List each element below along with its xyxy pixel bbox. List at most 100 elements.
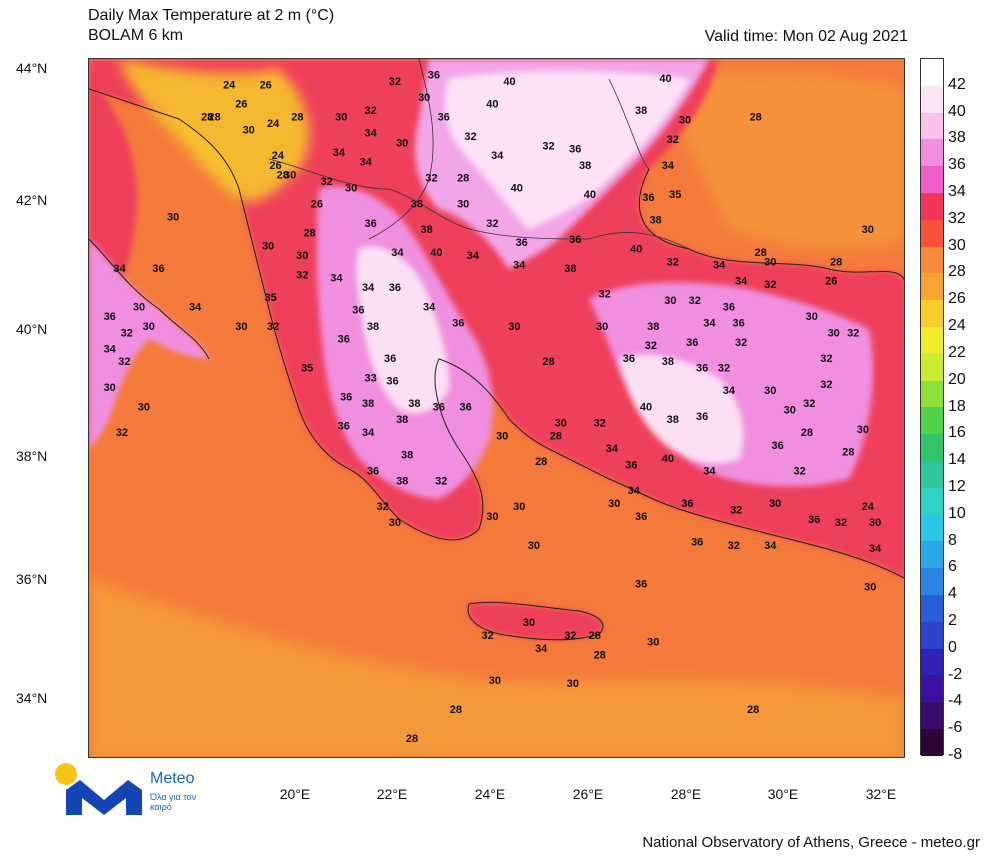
temperature-value-label: 33 xyxy=(364,372,376,384)
border-line-1 xyxy=(268,158,690,250)
temperature-value-label: 32 xyxy=(793,466,805,478)
temperature-value-label: 36 xyxy=(428,70,440,82)
temperature-value-label: 38 xyxy=(396,475,408,487)
temperature-value-label: 34 xyxy=(189,302,202,314)
temperature-value-label: 30 xyxy=(143,321,155,333)
temperature-value-label: 36 xyxy=(625,459,637,471)
temperature-value-label: 36 xyxy=(635,578,647,590)
color-scale-label: 32 xyxy=(948,209,966,227)
color-scale-segment xyxy=(921,460,943,488)
temperature-value-label: 36 xyxy=(338,334,350,346)
temperature-value-label: 32 xyxy=(542,141,554,153)
temperature-value-label: 30 xyxy=(235,321,247,333)
black-sea-zone xyxy=(649,72,904,250)
temperature-value-label: 32 xyxy=(847,327,859,339)
temperature-value-label: 28 xyxy=(406,733,418,745)
color-scale-label: 12 xyxy=(948,477,966,495)
temperature-value-label: 30 xyxy=(567,678,579,690)
temperature-value-label: 28 xyxy=(208,112,220,124)
temperature-value-label: 34 xyxy=(391,247,404,259)
color-scale-segment xyxy=(921,514,943,542)
temperature-value-label: 28 xyxy=(277,170,289,182)
temperature-value-label: 30 xyxy=(489,675,501,687)
temperature-value-label: 38 xyxy=(401,450,413,462)
temperature-value-label: 30 xyxy=(869,517,881,529)
temperature-value-label: 36 xyxy=(771,440,783,452)
temperature-value-label: 34 xyxy=(764,540,777,552)
temperature-value-label: 30 xyxy=(167,211,179,223)
coastline-main xyxy=(89,88,904,579)
temperature-value-label: 28 xyxy=(550,430,562,442)
color-scale-label: -8 xyxy=(948,746,963,763)
temperature-value-label: 32 xyxy=(728,540,740,552)
temperature-value-label: 40 xyxy=(430,247,442,259)
temperature-value-label: 30 xyxy=(862,224,874,236)
color-scale-segment xyxy=(921,568,943,595)
color-scale-segment xyxy=(921,326,943,354)
temperature-value-label: 32 xyxy=(481,630,493,642)
temperature-value-label: 40 xyxy=(584,189,596,201)
temperature-value-label: 36 xyxy=(696,411,708,423)
temperature-value-label: 32 xyxy=(267,321,279,333)
temperature-value-label: 38 xyxy=(650,215,662,227)
color-scale-label: 10 xyxy=(948,504,966,522)
temperature-value-label: 34 xyxy=(362,282,375,294)
temperature-value-label: 36 xyxy=(340,392,352,404)
temperature-value-label: 30 xyxy=(284,170,296,182)
coastline-black-sea xyxy=(638,168,904,281)
temperature-value-label: 28 xyxy=(801,427,813,439)
temperature-value-label: 28 xyxy=(830,256,842,268)
temperature-value-label: 28 xyxy=(594,649,606,661)
temperature-value-label: 36 xyxy=(569,234,581,246)
temperature-value-label: 36 xyxy=(459,401,471,413)
temperature-value-label: 28 xyxy=(754,247,766,259)
temperature-value-label: 32 xyxy=(564,630,576,642)
temperature-value-label: 32 xyxy=(730,504,742,516)
color-scale-label: 38 xyxy=(948,129,966,147)
temperature-value-label: 30 xyxy=(133,302,145,314)
temperature-value-label: 36 xyxy=(732,318,744,330)
temperature-value-label: 38 xyxy=(362,398,374,410)
color-scale-segment xyxy=(921,246,943,274)
temperature-value-label: 32 xyxy=(667,134,679,146)
temperature-value-label: 26 xyxy=(235,99,247,111)
temperature-value-label: 34 xyxy=(735,276,748,288)
lat-label-38: 38°N xyxy=(16,448,48,464)
lat-label-36: 36°N xyxy=(16,571,48,587)
border-line-2 xyxy=(368,59,434,240)
temperature-value-label: 32 xyxy=(121,327,133,339)
color-scale-label: 4 xyxy=(948,585,957,603)
temperature-value-label: 30 xyxy=(764,256,776,268)
temperature-value-label: 36 xyxy=(686,337,698,349)
temperature-value-label: 28 xyxy=(291,112,303,124)
temperature-value-label: 36 xyxy=(433,401,445,413)
temperature-value-label: 40 xyxy=(511,182,523,194)
temperature-value-label: 32 xyxy=(820,353,832,365)
temperature-value-label: 35 xyxy=(264,292,276,304)
color-scale-segment xyxy=(921,192,943,220)
lon-label-20: 20°E xyxy=(279,786,311,802)
temperature-value-label: 32 xyxy=(118,356,130,368)
color-scale-segment xyxy=(921,353,943,381)
color-scale-label: -6 xyxy=(948,719,963,737)
temperature-value-label: 30 xyxy=(508,321,520,333)
temperature-value-label: 34 xyxy=(467,250,480,262)
temperature-value-label: 30 xyxy=(769,498,781,510)
coastline-crete xyxy=(467,601,604,641)
temperature-value-label: 34 xyxy=(703,318,716,330)
temperature-value-label: 38 xyxy=(662,356,674,368)
cool-mountains xyxy=(119,59,310,202)
temperature-value-label: 32 xyxy=(820,379,832,391)
temperature-value-label: 36 xyxy=(386,376,398,388)
temperature-value-label: 30 xyxy=(647,636,659,648)
temperature-value-label: 30 xyxy=(784,405,796,417)
color-scale-segment xyxy=(921,541,943,569)
temperature-value-label: 28 xyxy=(201,112,213,124)
coastline-italy xyxy=(89,238,210,360)
color-scale-segment xyxy=(921,621,943,649)
temperature-value-label: 32 xyxy=(764,279,776,291)
color-scale-segment xyxy=(921,219,943,247)
temperature-value-label: 30 xyxy=(555,417,567,429)
color-scale-label: 40 xyxy=(948,102,966,120)
